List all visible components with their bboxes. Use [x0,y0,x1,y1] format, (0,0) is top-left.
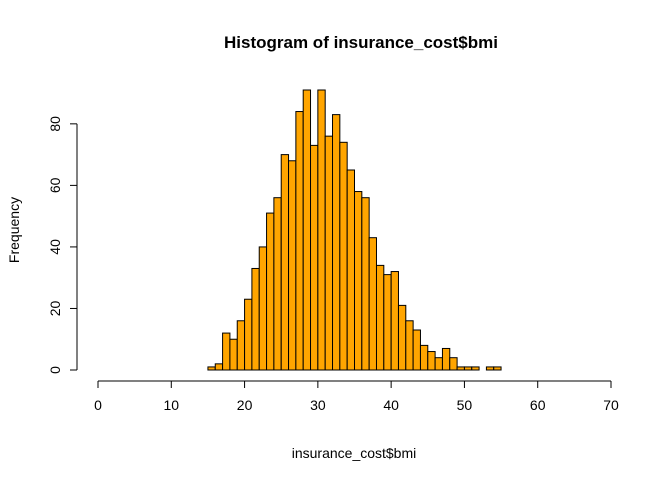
bars-group [207,89,502,371]
y-tick-label: 20 [47,300,63,316]
histogram-bar [456,366,465,371]
y-axis-label: Frequency [6,197,22,263]
histogram-bar [390,271,399,371]
histogram-bar [317,89,326,371]
histogram-bar [295,111,304,371]
histogram-bar [354,191,363,371]
histogram-bar [485,366,495,371]
histogram-bar [302,89,312,371]
histogram-bar [375,264,385,371]
histogram-bar [471,366,480,371]
histogram-bar [463,366,473,371]
x-tick-label: 50 [457,397,473,413]
histogram-bar [339,141,348,371]
histogram-bar [258,246,268,371]
x-tick-label: 0 [94,397,102,413]
y-tick-label: 80 [47,116,63,132]
histogram-bar [222,332,231,371]
x-axis: 0 10 20 30 40 50 60 70 [94,380,619,413]
histogram-bar [493,366,502,371]
histogram-bar [244,298,253,371]
y-tick-label: 60 [47,177,63,193]
chart-title: Histogram of insurance_cost$bmi [224,33,498,52]
histogram-bar [412,329,421,371]
x-tick-label: 30 [310,397,326,413]
histogram-bar [368,237,377,371]
histogram-bar [273,197,282,371]
y-axis: 0 20 40 60 80 [47,116,78,374]
histogram-bar [361,197,370,371]
histogram-bar [405,320,414,371]
y-tick-label: 40 [47,239,63,255]
histogram-bar [229,338,238,371]
x-tick-label: 60 [530,397,546,413]
histogram-bar [346,169,355,371]
histogram-bar [207,366,216,371]
histogram-bar [214,363,224,371]
histogram-bar [332,114,341,371]
histogram-bar [266,212,275,371]
histogram-bar [236,320,246,371]
x-axis-label: insurance_cost$bmi [292,445,417,461]
histogram-bar [310,144,319,371]
histogram-bar [427,351,436,371]
histogram-bar [434,357,443,371]
x-tick-label: 40 [383,397,399,413]
histogram-bar [280,154,290,371]
x-tick-label: 10 [163,397,179,413]
y-tick-label: 0 [47,366,63,374]
histogram-bar [251,267,260,371]
x-tick-label: 70 [603,397,619,413]
histogram-bar [288,160,297,371]
histogram-bar [449,357,458,371]
histogram-bar [419,344,429,371]
histogram-bar [441,347,451,371]
histogram-bar [383,274,392,371]
histogram-bar [324,135,334,371]
histogram-bar [397,304,407,371]
x-tick-label: 20 [237,397,253,413]
